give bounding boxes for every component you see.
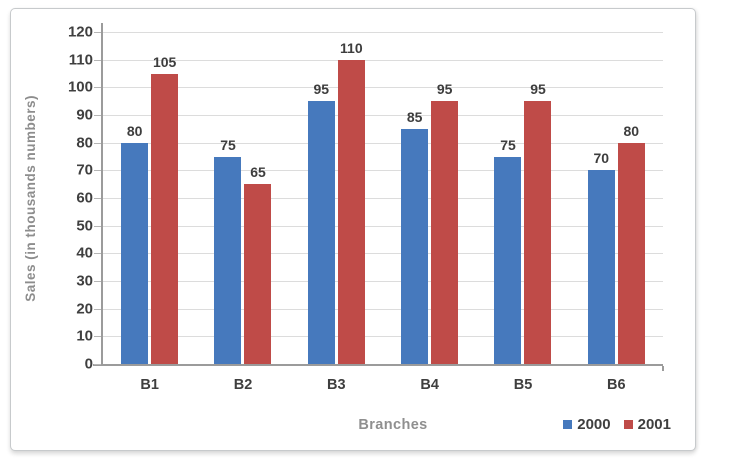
y-tick-label: 80 [76, 134, 93, 152]
bar-value-label: 110 [340, 39, 363, 56]
bar-value-label: 70 [593, 150, 610, 167]
bar [431, 101, 459, 364]
x-axis-end-tick [662, 366, 664, 371]
y-tick-mark [94, 281, 101, 282]
x-tick-label: B3 [327, 377, 346, 393]
gridline [103, 336, 663, 338]
bar [524, 101, 552, 364]
gridline [103, 32, 663, 33]
bar-value-label: 80 [623, 122, 640, 139]
bar-value-label: 95 [313, 81, 330, 98]
y-tick-mark [94, 115, 101, 116]
x-tick-label: B6 [607, 377, 626, 393]
legend-swatch [563, 420, 573, 429]
y-axis-line [101, 23, 103, 32]
gridline [103, 308, 663, 310]
gridline [103, 170, 663, 172]
x-tick-label: B5 [513, 377, 533, 393]
gridline [103, 198, 663, 199]
y-tick-label: 40 [76, 244, 93, 262]
bar-group: 75 65 B2 [196, 32, 289, 393]
gridline [103, 87, 663, 89]
gridline [103, 281, 663, 282]
gridline [103, 225, 663, 227]
bar [307, 101, 335, 364]
y-tick-label: 0 [84, 355, 93, 373]
y-tick-mark [94, 142, 101, 144]
y-tick-label: 90 [76, 106, 93, 124]
y-tick-label: 70 [76, 161, 93, 179]
gridline [103, 115, 663, 116]
y-tick-label: 30 [76, 272, 93, 290]
bar-group: 80 105 B1 [103, 32, 196, 393]
bar [494, 156, 522, 364]
y-tick-mark [94, 253, 101, 255]
y-tick-label: 50 [76, 217, 93, 235]
gridline [103, 142, 663, 144]
y-tick-mark [94, 198, 101, 199]
y-tick-label: 10 [76, 327, 93, 345]
y-tick-label: 120 [67, 23, 93, 41]
x-tick-label: B1 [140, 377, 159, 393]
bar-value-label: 75 [500, 136, 516, 153]
chart-frame: Sales (in thousands numbers) 0 10 20 30 40 50… [10, 8, 696, 451]
bar-group: 75 95 B5 [476, 32, 569, 393]
x-axis-line [93, 364, 103, 366]
bar [244, 184, 272, 364]
bar-group: 85 95 B4 [383, 32, 476, 393]
legend-item: 2001 [623, 416, 671, 433]
bar-value-label: 105 [152, 53, 177, 70]
x-tick-label: B4 [420, 377, 439, 393]
bar-group: 95 110 B3 [290, 32, 383, 393]
y-tick-label: 20 [76, 300, 93, 318]
y-tick-label: 60 [76, 189, 93, 207]
y-tick-mark [94, 59, 101, 61]
bar [121, 142, 149, 364]
bar [587, 170, 615, 364]
bar-group: 70 80 B6 [570, 32, 663, 393]
bar [151, 73, 179, 364]
y-tick-label: 100 [67, 78, 93, 96]
x-tick-label: B2 [233, 377, 253, 393]
legend-swatch [623, 420, 633, 429]
y-axis-title-text: Sales (in thousands numbers) [22, 94, 38, 302]
bar-value-label: 85 [406, 108, 423, 125]
bar-value-label: 95 [530, 81, 546, 98]
y-tick-mark [94, 87, 101, 89]
y-tick-mark [94, 32, 101, 33]
legend-label: 2001 [637, 416, 671, 433]
legend-label: 2000 [577, 416, 611, 433]
bar-value-label: 95 [436, 81, 453, 98]
bar-value-label: 75 [220, 136, 236, 153]
bar-value-label: 80 [126, 122, 143, 139]
y-tick-label: 110 [68, 51, 93, 69]
y-tick-mark [94, 308, 101, 310]
y-tick-mark [94, 170, 101, 172]
y-tick-mark [94, 336, 101, 338]
x-axis-title: Branches [358, 417, 428, 433]
y-axis-tick-labels: 0 10 20 30 40 50 60 70 80 90 100 110 120 [47, 25, 93, 372]
plot-area: 80 105 B1 75 65 B2 95 110 B3 85 95 B4 75 95 B5 70 80 B6 [93, 23, 664, 393]
bar [214, 156, 242, 364]
gridline [103, 59, 663, 61]
bar [337, 59, 365, 364]
legend-item: 2000 [563, 416, 611, 433]
gridline [103, 253, 663, 255]
y-axis-title: Sales (in thousands numbers) [19, 32, 41, 364]
bar [617, 142, 645, 364]
bar-value-label: 65 [250, 164, 266, 181]
y-tick-mark [94, 364, 101, 365]
bar [401, 128, 429, 364]
y-tick-mark [94, 225, 101, 227]
legend: 2000 2001 [563, 417, 671, 432]
